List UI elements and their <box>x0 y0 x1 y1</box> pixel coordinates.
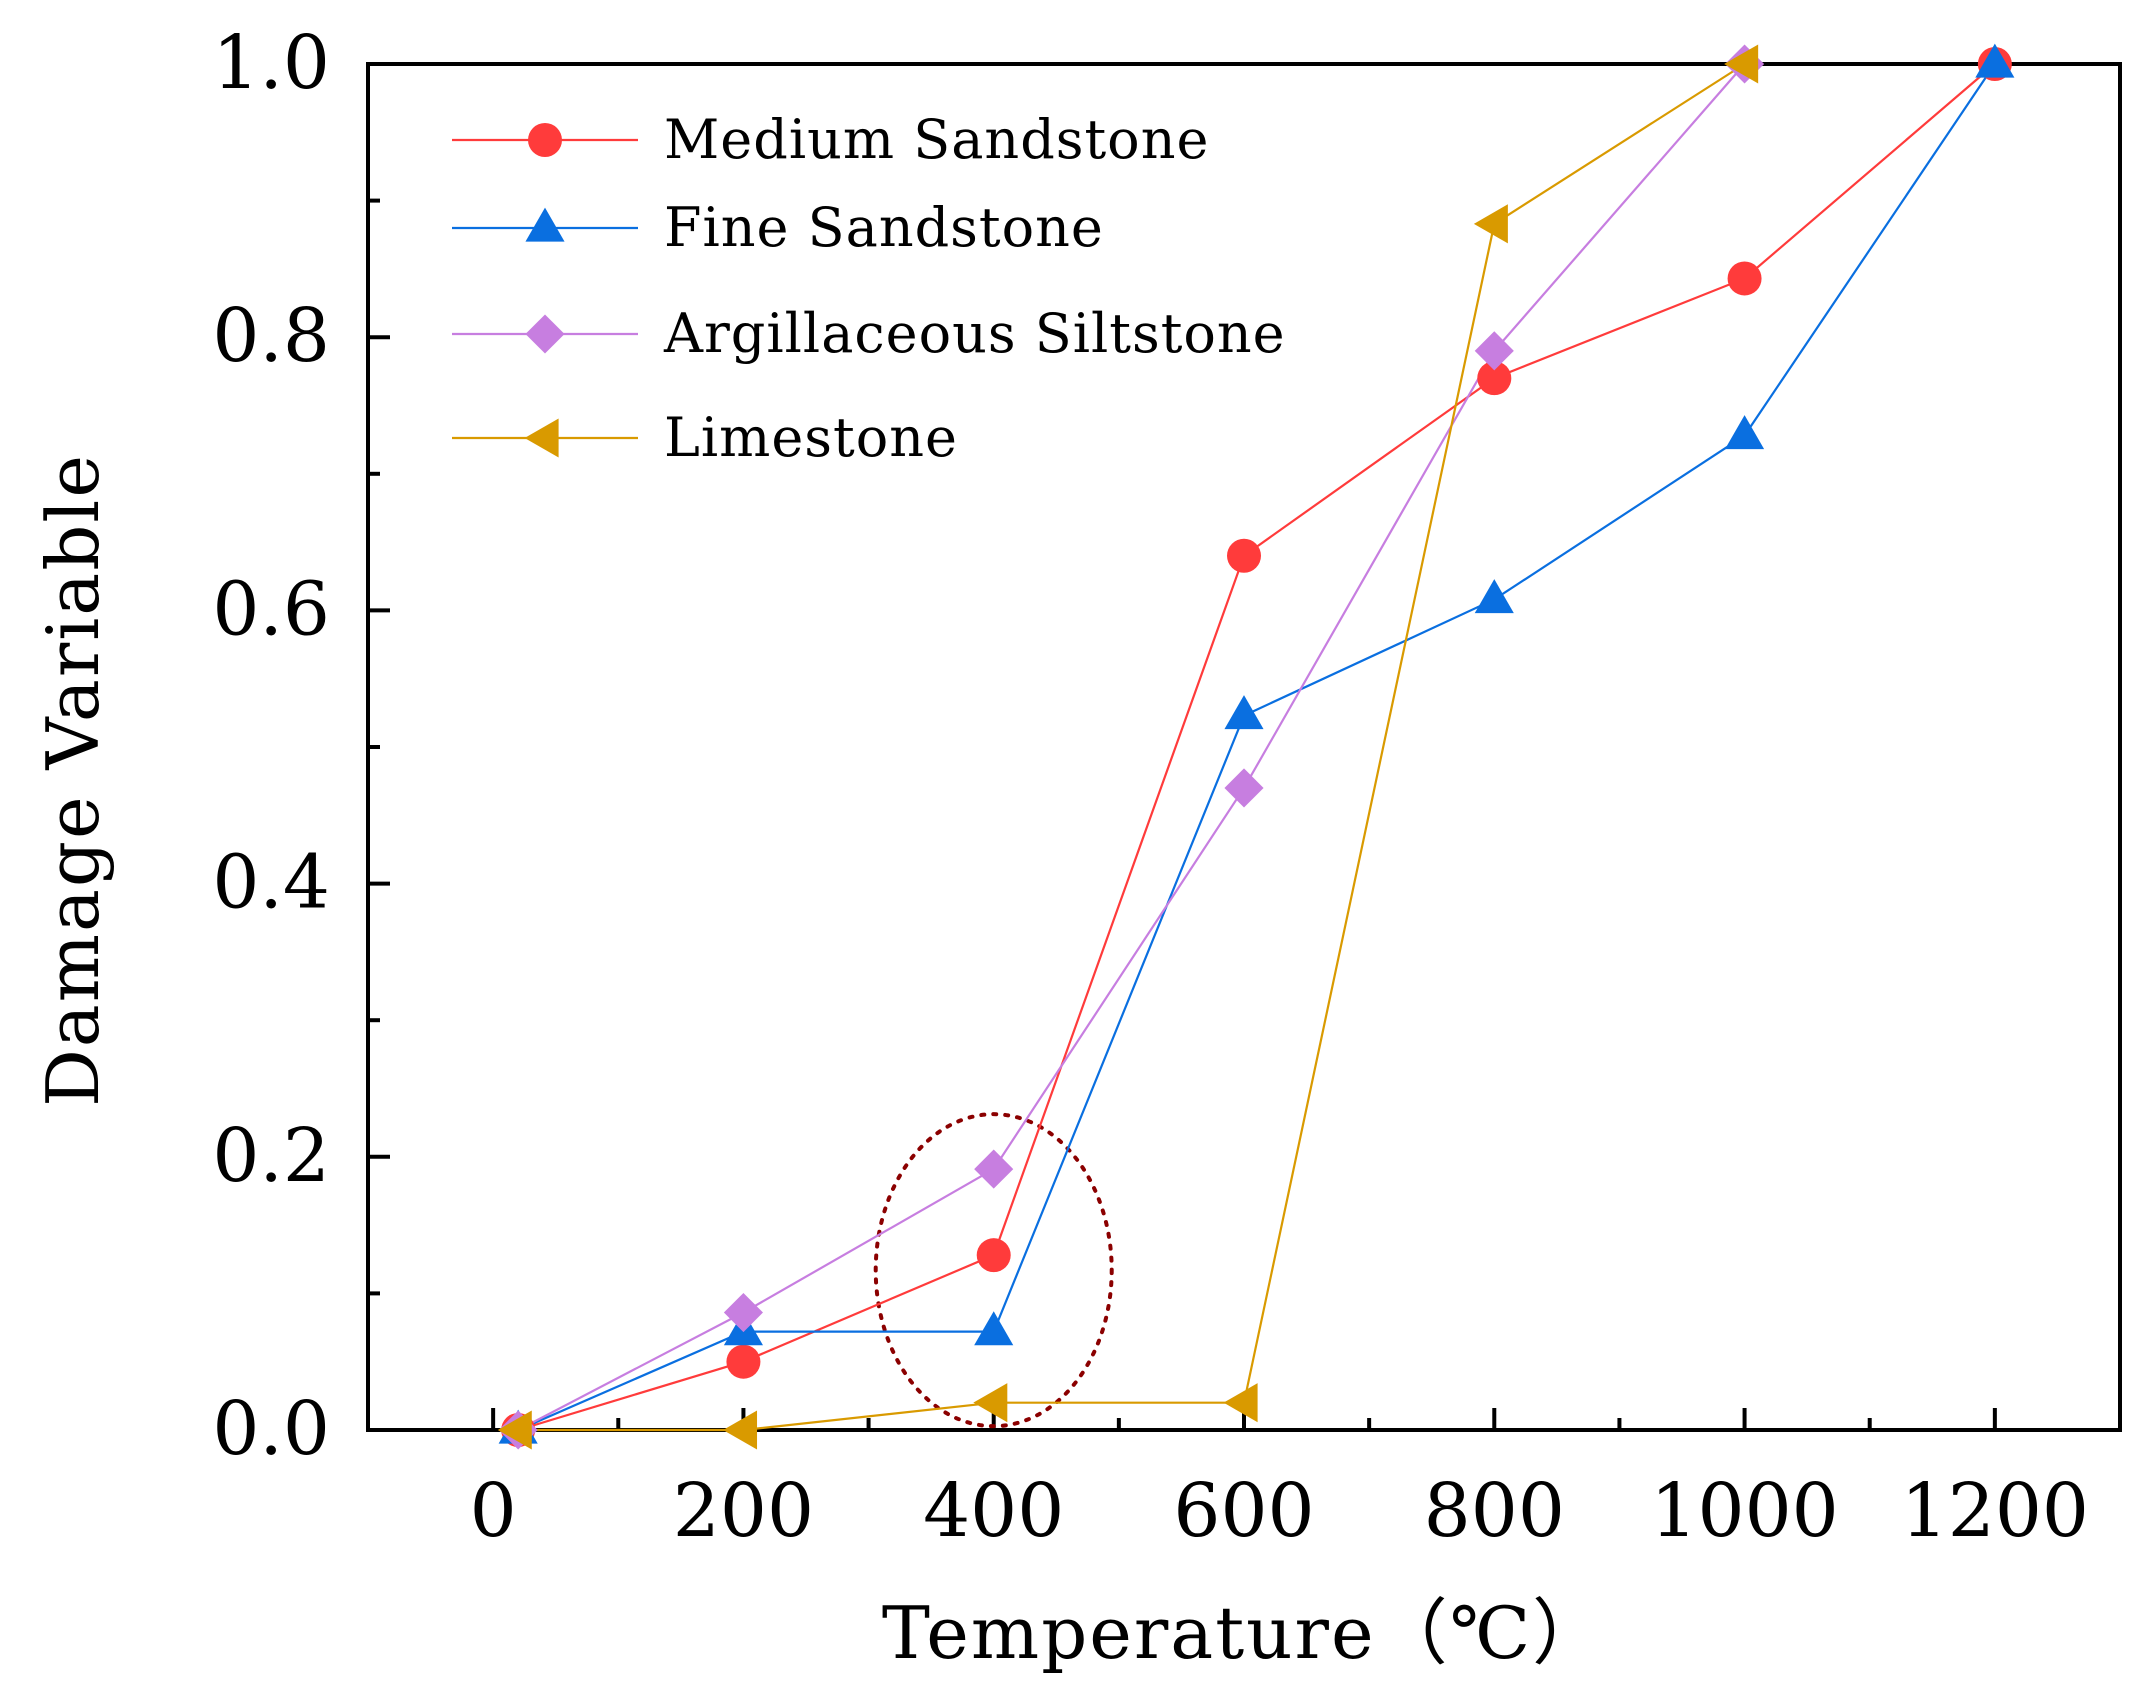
data-point <box>1474 579 1514 614</box>
legend-label: Limestone <box>664 406 958 469</box>
x-tick-label: 200 <box>673 1468 814 1554</box>
y-tick-label: 0.8 <box>212 293 330 379</box>
data-point <box>726 1344 761 1379</box>
axis-tick-labels: 0 200 400 600 800 1000 1200 0.0 0.2 0.4 0.6 0.8 1.0 <box>212 20 2089 1554</box>
data-point <box>1724 44 1759 84</box>
data-point <box>1223 1383 1258 1423</box>
legend-label: Medium Sandstone <box>664 108 1209 171</box>
data-point <box>974 1311 1014 1346</box>
x-tick-label: 400 <box>923 1468 1064 1554</box>
legend-label: Argillaceous Siltstone <box>663 302 1286 365</box>
data-point <box>1227 538 1261 573</box>
y-axis-title: Damage Variable <box>31 453 115 1107</box>
series-line <box>518 63 1746 1432</box>
data-point <box>497 1410 532 1450</box>
data-point <box>1975 43 2015 78</box>
legend-marker <box>524 418 559 458</box>
data-point <box>974 1149 1014 1189</box>
y-tick-label: 0.2 <box>212 1113 330 1199</box>
legend: Medium Sandstone Fine Sandstone Argillaceo… <box>452 108 1286 469</box>
x-tick-label: 600 <box>1173 1468 1314 1554</box>
highlight-ellipse <box>873 1112 1114 1429</box>
data-point <box>1224 695 1264 730</box>
y-tick-label: 1.0 <box>212 20 330 106</box>
axis-ticks <box>368 62 1997 1432</box>
x-axis-title: Temperature（℃） <box>882 1591 1606 1675</box>
legend-marker <box>525 207 565 242</box>
annotation <box>873 1112 1114 1429</box>
data-point <box>1224 768 1264 808</box>
data-point <box>1477 361 1512 396</box>
data-point <box>1473 204 1508 244</box>
legend-marker <box>528 123 562 157</box>
series-line <box>517 63 1746 1431</box>
x-tick-label: 800 <box>1424 1468 1565 1554</box>
data-point <box>973 1383 1008 1423</box>
data-point <box>723 1410 758 1450</box>
y-tick-label: 0.6 <box>212 566 330 652</box>
x-tick-label: 1000 <box>1650 1468 1838 1554</box>
legend-label: Fine Sandstone <box>664 196 1104 259</box>
x-tick-label: 0 <box>470 1468 517 1554</box>
data-point <box>1727 261 1762 296</box>
data-point <box>976 1238 1011 1273</box>
data-point <box>1725 415 1765 450</box>
data-point <box>723 1292 763 1333</box>
legend-marker <box>525 314 565 354</box>
data-point <box>1474 331 1514 371</box>
x-tick-label: 1200 <box>1901 1468 2089 1554</box>
y-tick-label: 0.4 <box>212 840 330 926</box>
series-markers <box>497 43 2015 1450</box>
y-tick-label: 0.0 <box>212 1386 330 1472</box>
